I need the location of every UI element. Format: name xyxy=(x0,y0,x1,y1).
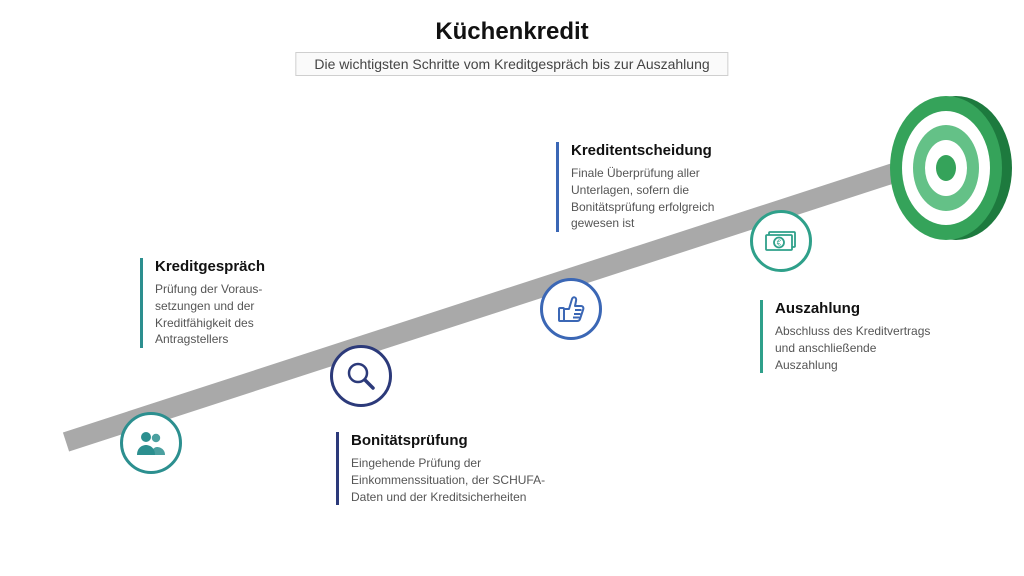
step-body: Eingehende Prüfung der Einkommenssituati… xyxy=(351,455,571,505)
step-bonitaetspruefung: Bonitätsprüfung Eingehende Prüfung der E… xyxy=(336,432,571,505)
step-kreditgespraech: Kreditgespräch Prüfung der Voraus- setzu… xyxy=(140,258,315,348)
target-icon xyxy=(878,88,1018,253)
step-title: Kreditgespräch xyxy=(155,258,315,275)
infographic-canvas: Küchenkredit Die wichtigsten Schritte vo… xyxy=(0,0,1024,576)
step-kreditentscheidung: Kreditentscheidung Finale Überprüfung al… xyxy=(556,142,761,232)
step-title: Kreditentscheidung xyxy=(571,142,761,159)
magnifier-icon xyxy=(330,345,392,407)
svg-text:€: € xyxy=(777,239,782,248)
step-title: Bonitätsprüfung xyxy=(351,432,571,449)
thumbsup-icon xyxy=(540,278,602,340)
main-title: Küchenkredit xyxy=(0,18,1024,46)
subtitle-box: Die wichtigsten Schritte vom Kreditgespr… xyxy=(295,52,728,76)
step-body: Finale Überprüfung aller Unterlagen, sof… xyxy=(571,165,761,232)
step-body: Prüfung der Voraus- setzungen und der Kr… xyxy=(155,281,315,348)
step-auszahlung: Auszahlung Abschluss des Kreditvertrags … xyxy=(760,300,935,373)
people-icon xyxy=(120,412,182,474)
step-title: Auszahlung xyxy=(775,300,935,317)
step-body: Abschluss des Kreditvertrags und anschli… xyxy=(775,323,935,373)
